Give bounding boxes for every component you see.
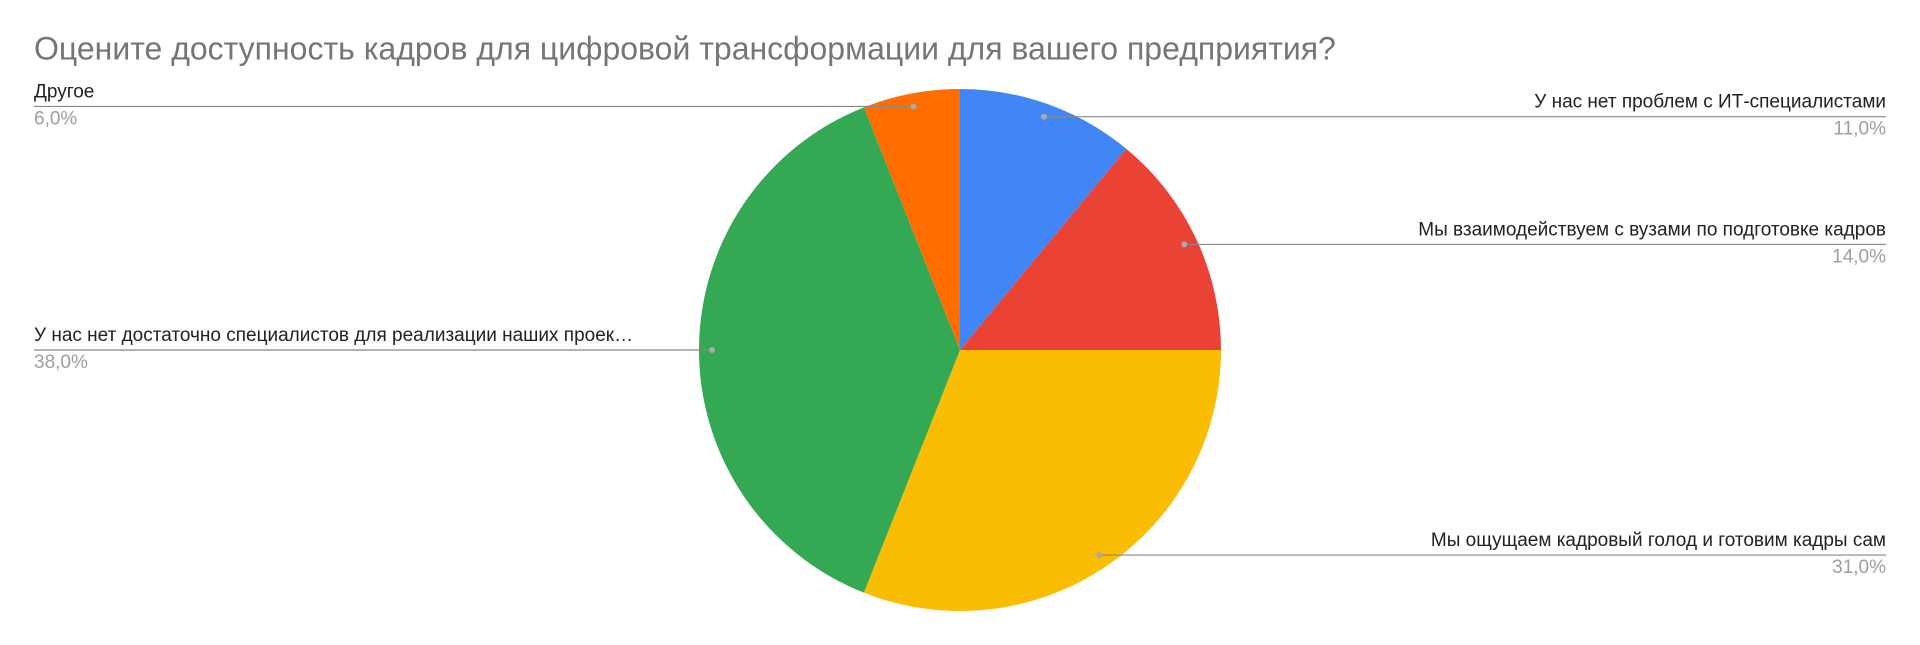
pie-slice [698, 107, 960, 593]
pie-slice [960, 148, 1221, 350]
slice-label: Мы взаимодействуем с вузами по подготовк… [1418, 219, 1886, 240]
leader-dot [1040, 113, 1047, 120]
slice-value: 11,0% [1834, 119, 1887, 140]
chart-title: Оцените доступность кадров для цифровой … [34, 30, 1336, 66]
slice-label: Мы ощущаем кадровый голод и готовим кадр… [1431, 530, 1886, 551]
slice-value: 31,0% [1832, 557, 1886, 578]
slice-label: У нас нет проблем с ИТ-специалистами [1534, 92, 1886, 113]
pie-slice [863, 89, 960, 350]
leader-dot [1096, 552, 1103, 559]
leader-dot [709, 347, 716, 353]
pie-slice [863, 350, 1221, 611]
leader-dot [910, 103, 917, 110]
pie-slice [960, 89, 1127, 350]
slice-value: 14,0% [1832, 246, 1886, 267]
slice-label: Другое [34, 81, 94, 102]
leader-dot [1181, 241, 1188, 248]
slice-label: У нас нет достаточно специалистов для ре… [34, 325, 633, 346]
slice-value: 38,0% [34, 352, 88, 373]
slice-value: 6,0% [34, 108, 77, 129]
